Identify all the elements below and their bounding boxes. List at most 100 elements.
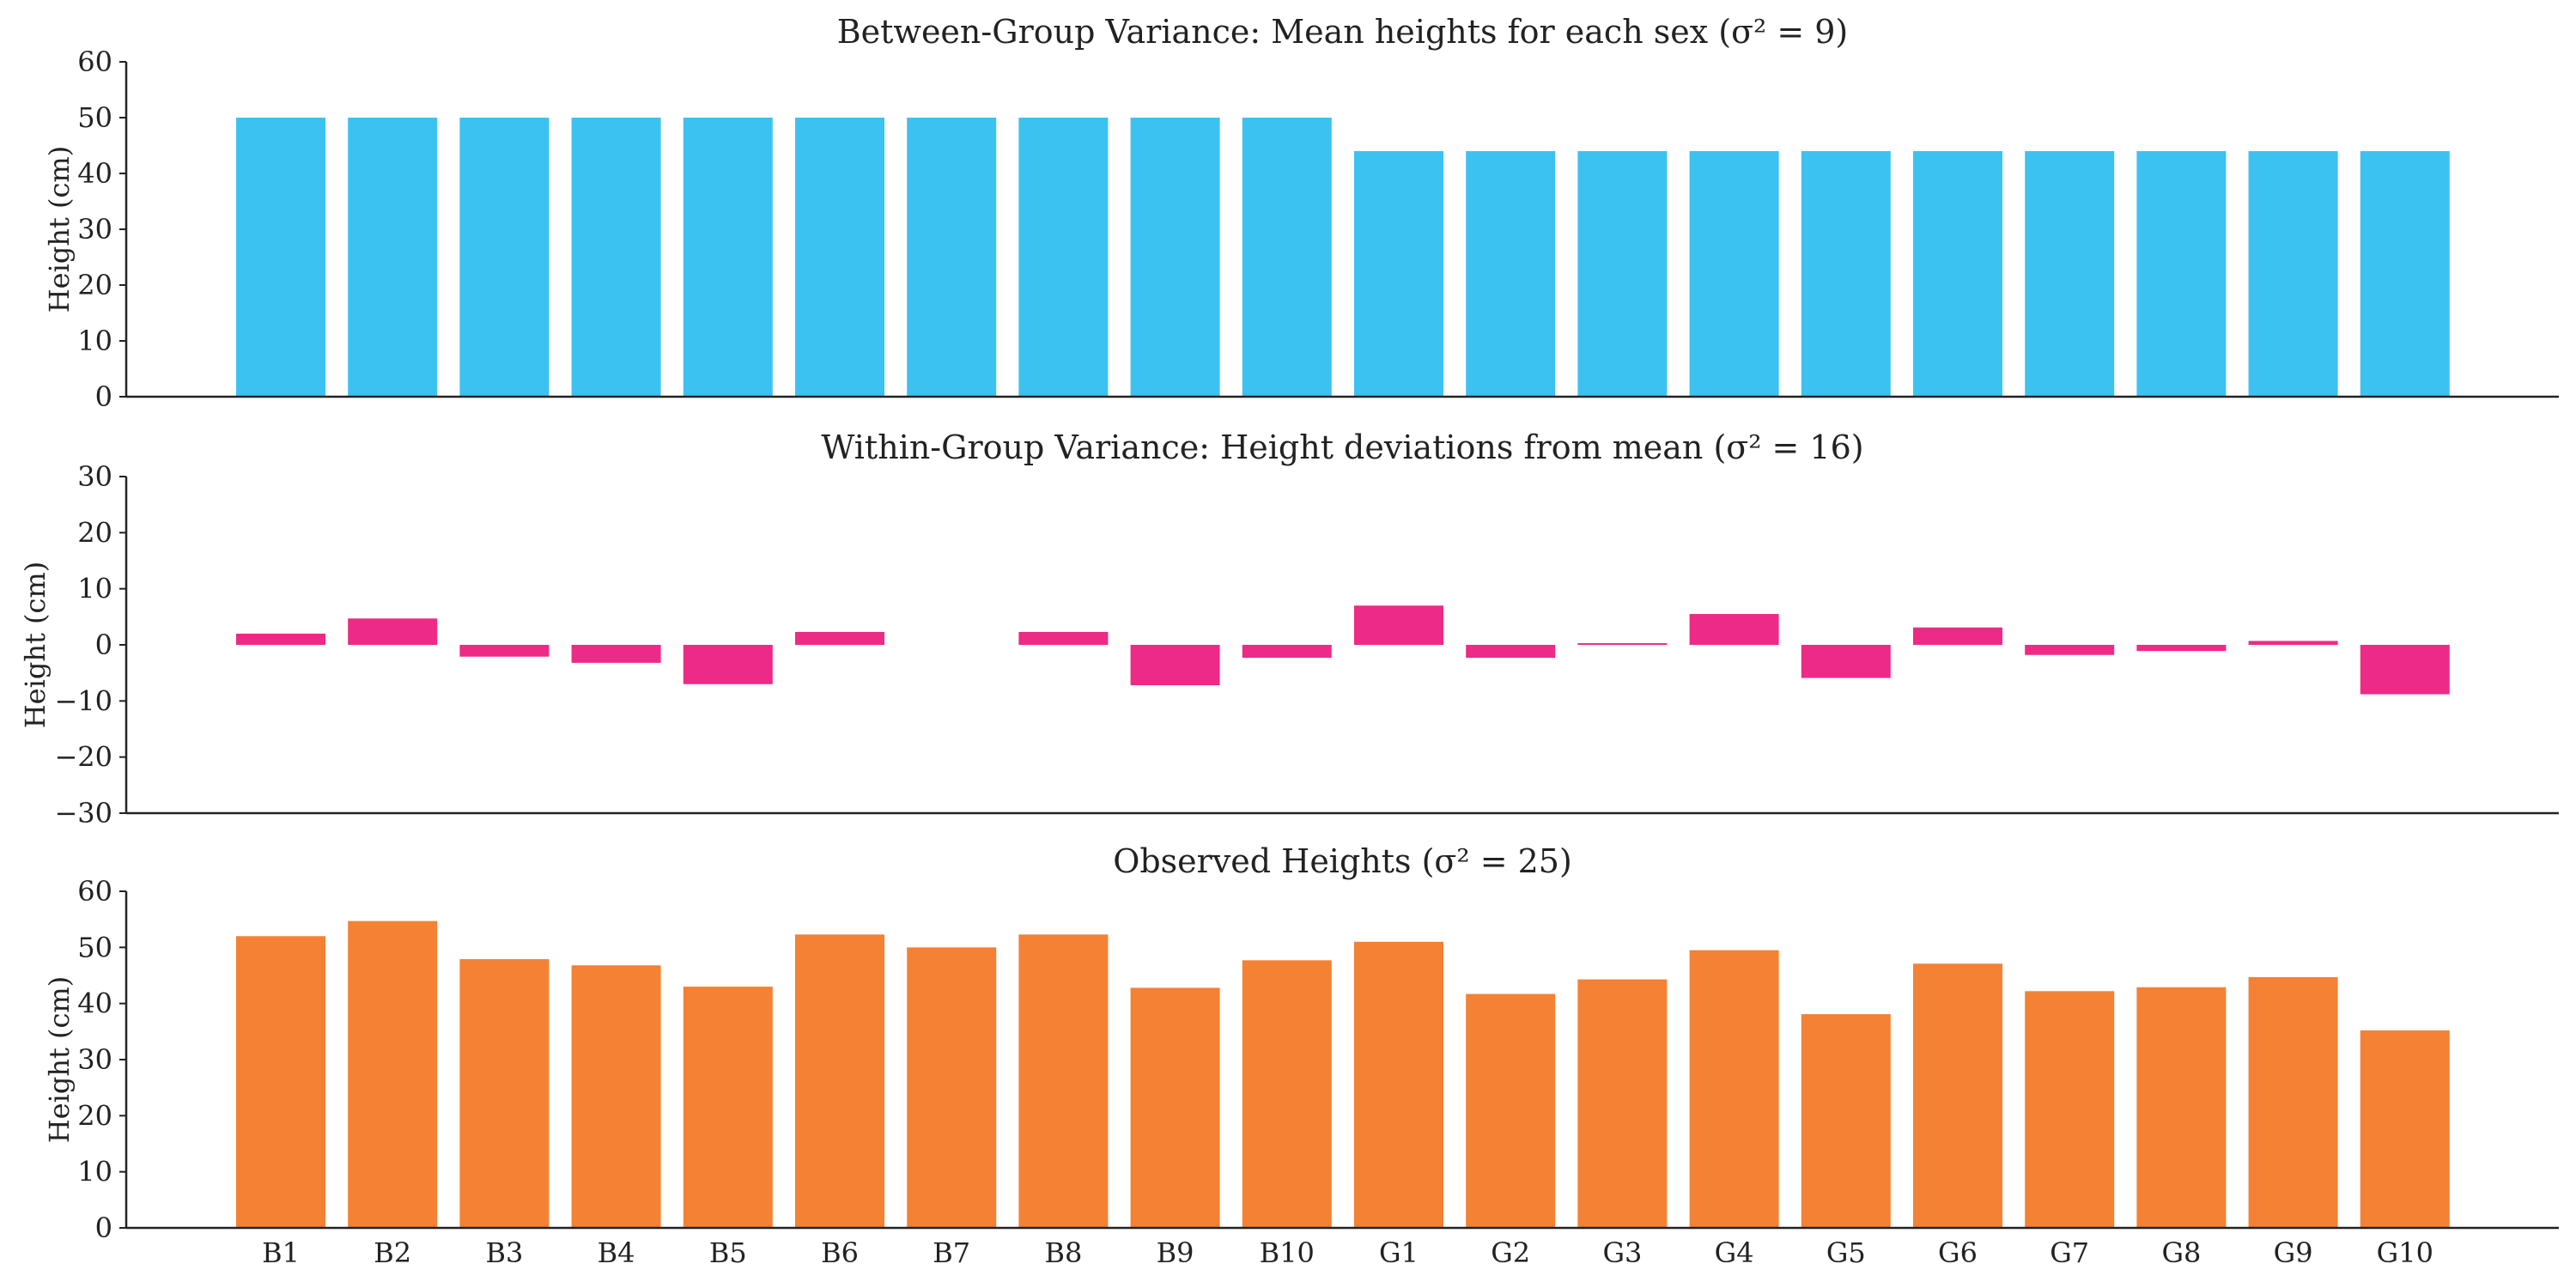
y-tick-label: −30 xyxy=(54,797,112,829)
chart-panel-1: Between-Group Variance: Mean heights for… xyxy=(43,13,2559,413)
x-tick-label: B1 xyxy=(262,1236,300,1269)
bar-G6 xyxy=(1913,627,2002,645)
chart-panel-2: Within-Group Variance: Height deviations… xyxy=(19,428,2559,829)
x-tick-label: G8 xyxy=(2161,1236,2201,1269)
x-tick-label: B10 xyxy=(1260,1236,1315,1269)
bar-B8 xyxy=(1018,631,1109,645)
bar-G3 xyxy=(1577,979,1668,1228)
y-tick-label: 30 xyxy=(77,213,112,246)
x-tick-label: G9 xyxy=(2274,1236,2313,1269)
x-tick-label: G10 xyxy=(2377,1236,2433,1269)
bar-G8 xyxy=(2136,645,2227,652)
bar-G6 xyxy=(1913,963,2002,1228)
y-tick-label: 50 xyxy=(77,101,112,134)
bar-G7 xyxy=(2025,151,2115,397)
bar-B8 xyxy=(1018,118,1109,397)
bar-G1 xyxy=(1354,941,1443,1228)
y-axis-label: Height (cm) xyxy=(43,146,76,313)
y-tick-label: 20 xyxy=(77,516,112,549)
bar-B5 xyxy=(683,645,773,684)
x-tick-label: G4 xyxy=(1715,1236,1754,1269)
bar-G5 xyxy=(1801,151,1891,397)
y-tick-label: 60 xyxy=(77,46,112,78)
bar-G2 xyxy=(1466,151,1556,397)
bar-G1 xyxy=(1354,151,1443,397)
y-tick-label: 0 xyxy=(95,380,112,413)
bar-B6 xyxy=(795,934,884,1228)
bar-G9 xyxy=(2248,976,2338,1228)
bar-G6 xyxy=(1913,151,2002,397)
bar-G4 xyxy=(1689,950,1779,1228)
bar-G4 xyxy=(1689,614,1779,645)
x-tick-label: G5 xyxy=(1826,1236,1866,1269)
bar-B10 xyxy=(1242,645,1332,659)
bar-B3 xyxy=(459,118,550,397)
bar-G5 xyxy=(1801,1014,1891,1228)
bar-B4 xyxy=(571,645,661,663)
bar-B1 xyxy=(236,633,325,645)
y-tick-label: 30 xyxy=(77,1043,112,1076)
bar-B6 xyxy=(795,118,884,397)
bar-B10 xyxy=(1242,960,1332,1228)
bar-B4 xyxy=(571,965,661,1228)
bar-B10 xyxy=(1242,118,1332,397)
y-tick-label: 50 xyxy=(77,931,112,963)
bar-G10 xyxy=(2360,1030,2450,1228)
bar-B6 xyxy=(795,631,884,645)
x-tick-label: B3 xyxy=(485,1236,523,1269)
chart-title: Observed Heights (σ² = 25) xyxy=(1113,842,1572,880)
x-tick-label: G1 xyxy=(1379,1236,1419,1269)
x-tick-label: B2 xyxy=(374,1236,411,1269)
y-tick-label: 40 xyxy=(77,157,112,190)
y-tick-label: −10 xyxy=(54,684,112,717)
bar-G9 xyxy=(2248,151,2338,397)
bar-B9 xyxy=(1130,645,1220,686)
bar-B2 xyxy=(348,618,438,645)
bar-B5 xyxy=(683,118,773,397)
bar-G3 xyxy=(1577,151,1668,397)
y-tick-label: 0 xyxy=(95,629,112,661)
y-axis-label: Height (cm) xyxy=(43,976,76,1143)
x-tick-label: G2 xyxy=(1491,1236,1530,1269)
bar-B8 xyxy=(1018,934,1109,1228)
y-tick-label: 60 xyxy=(77,875,112,908)
bar-B7 xyxy=(907,118,997,397)
bar-B3 xyxy=(459,959,550,1228)
bar-G10 xyxy=(2360,645,2450,695)
y-tick-label: 10 xyxy=(77,325,112,357)
bar-G10 xyxy=(2360,151,2450,397)
y-tick-label: 40 xyxy=(77,987,112,1020)
chart-title: Within-Group Variance: Height deviations… xyxy=(821,428,1863,466)
y-tick-label: 10 xyxy=(77,1156,112,1188)
x-tick-label: B8 xyxy=(1044,1236,1082,1269)
y-tick-label: 20 xyxy=(77,1099,112,1132)
bar-G7 xyxy=(2025,991,2115,1228)
y-axis-label: Height (cm) xyxy=(19,562,52,728)
x-tick-label: B9 xyxy=(1157,1236,1194,1269)
bar-G7 xyxy=(2025,645,2115,655)
x-tick-label: B6 xyxy=(821,1236,859,1269)
chart-panel-3: Observed Heights (σ² = 25) Height (cm) 0 10… xyxy=(43,842,2559,1269)
bar-B3 xyxy=(459,645,550,657)
y-tick-label: 30 xyxy=(77,460,112,493)
y-tick-label: 10 xyxy=(77,573,112,605)
x-tick-label: B4 xyxy=(598,1236,635,1269)
chart-title: Between-Group Variance: Mean heights for… xyxy=(837,13,1849,51)
y-tick-label: −20 xyxy=(54,741,112,774)
bar-B5 xyxy=(683,987,773,1228)
bar-G4 xyxy=(1689,151,1779,397)
bar-B7 xyxy=(907,947,997,1228)
x-tick-label: G7 xyxy=(2050,1236,2089,1269)
bar-G8 xyxy=(2136,151,2227,397)
x-tick-label: G3 xyxy=(1602,1236,1642,1269)
bar-B1 xyxy=(236,936,325,1228)
y-tick-label: 0 xyxy=(95,1212,112,1244)
bar-B2 xyxy=(348,118,438,397)
bar-G2 xyxy=(1466,993,1556,1228)
bar-G5 xyxy=(1801,645,1891,678)
y-tick-label: 20 xyxy=(77,269,112,301)
bar-B2 xyxy=(348,920,438,1228)
bar-G8 xyxy=(2136,987,2227,1228)
bar-G3 xyxy=(1577,643,1668,645)
